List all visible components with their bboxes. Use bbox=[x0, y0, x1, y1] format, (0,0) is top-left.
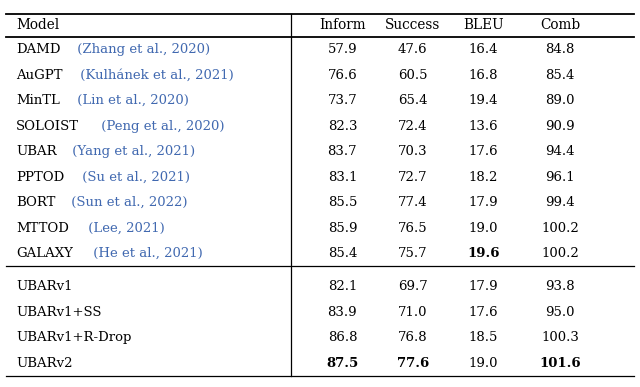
Text: 71.0: 71.0 bbox=[398, 306, 428, 319]
Text: 19.0: 19.0 bbox=[468, 222, 498, 235]
Text: PPTOD: PPTOD bbox=[16, 171, 64, 183]
Text: 70.3: 70.3 bbox=[398, 145, 428, 158]
Text: UBARv1+SS: UBARv1+SS bbox=[16, 306, 102, 319]
Text: Inform: Inform bbox=[319, 18, 365, 32]
Text: 83.1: 83.1 bbox=[328, 171, 357, 183]
Text: GALAXY: GALAXY bbox=[16, 247, 73, 260]
Text: 19.0: 19.0 bbox=[468, 357, 498, 370]
Text: 100.2: 100.2 bbox=[541, 247, 579, 260]
Text: 60.5: 60.5 bbox=[398, 68, 428, 82]
Text: 16.8: 16.8 bbox=[468, 68, 498, 82]
Text: 17.6: 17.6 bbox=[468, 306, 498, 319]
Text: 101.6: 101.6 bbox=[539, 357, 581, 370]
Text: 85.9: 85.9 bbox=[328, 222, 357, 235]
Text: BLEU: BLEU bbox=[463, 18, 504, 32]
Text: 73.7: 73.7 bbox=[328, 94, 357, 107]
Text: 93.8: 93.8 bbox=[545, 280, 575, 293]
Text: 47.6: 47.6 bbox=[398, 43, 428, 56]
Text: 95.0: 95.0 bbox=[545, 306, 575, 319]
Text: 84.8: 84.8 bbox=[545, 43, 575, 56]
Text: SOLOIST: SOLOIST bbox=[16, 120, 79, 133]
Text: 19.6: 19.6 bbox=[467, 247, 499, 260]
Text: DAMD: DAMD bbox=[16, 43, 61, 56]
Text: 72.4: 72.4 bbox=[398, 120, 428, 133]
Text: 17.9: 17.9 bbox=[468, 280, 498, 293]
Text: 13.6: 13.6 bbox=[468, 120, 498, 133]
Text: 19.4: 19.4 bbox=[468, 94, 498, 107]
Text: 85.4: 85.4 bbox=[328, 247, 357, 260]
Text: 76.6: 76.6 bbox=[328, 68, 357, 82]
Text: 75.7: 75.7 bbox=[398, 247, 428, 260]
Text: 85.4: 85.4 bbox=[545, 68, 575, 82]
Text: 18.5: 18.5 bbox=[468, 331, 498, 344]
Text: Model: Model bbox=[16, 18, 60, 32]
Text: MTTOD: MTTOD bbox=[16, 222, 69, 235]
Text: (Lin et al., 2020): (Lin et al., 2020) bbox=[72, 94, 189, 107]
Text: 76.5: 76.5 bbox=[398, 222, 428, 235]
Text: 96.1: 96.1 bbox=[545, 171, 575, 183]
Text: 17.6: 17.6 bbox=[468, 145, 498, 158]
Text: 82.1: 82.1 bbox=[328, 280, 357, 293]
Text: 18.2: 18.2 bbox=[468, 171, 498, 183]
Text: 77.6: 77.6 bbox=[397, 357, 429, 370]
Text: 83.7: 83.7 bbox=[328, 145, 357, 158]
Text: UBARv1: UBARv1 bbox=[16, 280, 72, 293]
Text: BORT: BORT bbox=[16, 196, 56, 209]
Text: 85.5: 85.5 bbox=[328, 196, 357, 209]
Text: 76.8: 76.8 bbox=[398, 331, 428, 344]
Text: 65.4: 65.4 bbox=[398, 94, 428, 107]
Text: 69.7: 69.7 bbox=[398, 280, 428, 293]
Text: 16.4: 16.4 bbox=[468, 43, 498, 56]
Text: 100.2: 100.2 bbox=[541, 222, 579, 235]
Text: 89.0: 89.0 bbox=[545, 94, 575, 107]
Text: (Lee, 2021): (Lee, 2021) bbox=[84, 222, 165, 235]
Text: 57.9: 57.9 bbox=[328, 43, 357, 56]
Text: Success: Success bbox=[385, 18, 440, 32]
Text: 83.9: 83.9 bbox=[328, 306, 357, 319]
Text: AuGPT: AuGPT bbox=[16, 68, 63, 82]
Text: 86.8: 86.8 bbox=[328, 331, 357, 344]
Text: (He et al., 2021): (He et al., 2021) bbox=[90, 247, 203, 260]
Text: 94.4: 94.4 bbox=[545, 145, 575, 158]
Text: MinTL: MinTL bbox=[16, 94, 60, 107]
Text: UBARv2: UBARv2 bbox=[16, 357, 72, 370]
Text: (Su et al., 2021): (Su et al., 2021) bbox=[78, 171, 190, 183]
Text: (Kulhánek et al., 2021): (Kulhánek et al., 2021) bbox=[76, 68, 234, 82]
Text: (Peng et al., 2020): (Peng et al., 2020) bbox=[97, 120, 225, 133]
Text: 77.4: 77.4 bbox=[398, 196, 428, 209]
Text: 82.3: 82.3 bbox=[328, 120, 357, 133]
Text: UBAR: UBAR bbox=[16, 145, 56, 158]
Text: Comb: Comb bbox=[540, 18, 580, 32]
Text: (Yang et al., 2021): (Yang et al., 2021) bbox=[68, 145, 196, 158]
Text: 17.9: 17.9 bbox=[468, 196, 498, 209]
Text: 87.5: 87.5 bbox=[326, 357, 358, 370]
Text: 99.4: 99.4 bbox=[545, 196, 575, 209]
Text: 72.7: 72.7 bbox=[398, 171, 428, 183]
Text: 90.9: 90.9 bbox=[545, 120, 575, 133]
Text: (Zhang et al., 2020): (Zhang et al., 2020) bbox=[74, 43, 211, 56]
Text: 100.3: 100.3 bbox=[541, 331, 579, 344]
Text: UBARv1+R-Drop: UBARv1+R-Drop bbox=[16, 331, 131, 344]
Text: (Sun et al., 2022): (Sun et al., 2022) bbox=[67, 196, 188, 209]
